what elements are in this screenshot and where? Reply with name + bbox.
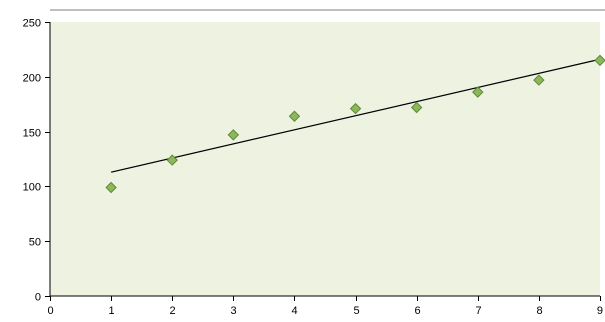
data-point — [594, 54, 605, 67]
x-tick-label: 6 — [414, 305, 420, 317]
y-tick-label: 50 — [29, 237, 41, 249]
plot-area — [50, 22, 600, 296]
x-tick-label: 9 — [597, 305, 603, 317]
data-points — [105, 54, 605, 194]
y-tick-label: 200 — [23, 73, 41, 85]
data-point — [105, 181, 117, 194]
data-point — [410, 101, 423, 114]
data-point — [472, 86, 484, 98]
trendline-group — [110, 58, 601, 173]
y-tick-label: 250 — [23, 18, 41, 30]
data-point — [349, 102, 362, 115]
x-tick-label: 4 — [291, 305, 297, 317]
data-point — [227, 129, 240, 141]
x-tick-label: 3 — [230, 305, 236, 317]
data-point — [166, 154, 178, 166]
y-axis: 0 50 100 150 200 250 — [23, 18, 51, 304]
x-tick-label: 8 — [536, 305, 542, 317]
x-tick-label: 2 — [169, 305, 175, 317]
x-tick-label: 0 — [47, 305, 53, 317]
y-tick-label: 100 — [23, 182, 41, 194]
x-tick-label: 1 — [108, 305, 114, 317]
data-point — [533, 74, 545, 86]
x-axis: 0 1 2 3 4 5 6 7 8 9 — [47, 295, 603, 317]
x-tick-label: 5 — [353, 305, 359, 317]
y-tick-label: 150 — [23, 128, 41, 140]
y-tick-label: 0 — [35, 292, 41, 304]
x-tick-label: 7 — [475, 305, 481, 317]
data-point — [288, 110, 301, 122]
trendline — [110, 58, 601, 173]
